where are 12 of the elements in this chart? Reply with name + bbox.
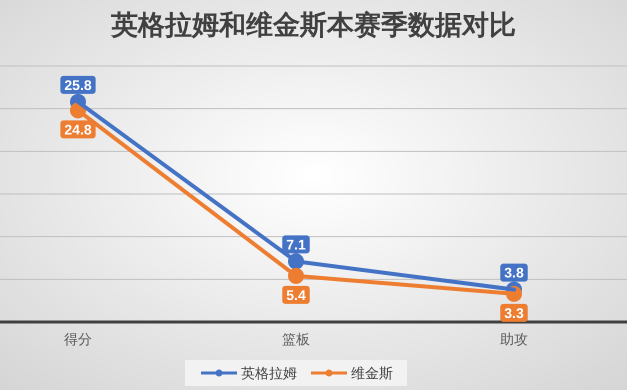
data-label: 3.8 [504, 264, 524, 281]
legend-label: 维金斯 [351, 365, 393, 381]
x-tick-label: 得分 [64, 331, 92, 347]
x-tick-label: 篮板 [282, 331, 310, 347]
data-label: 3.3 [504, 304, 524, 321]
legend-label: 英格拉姆 [241, 365, 297, 381]
data-label: 24.8 [64, 121, 92, 138]
x-tick-label: 助攻 [500, 331, 528, 347]
chart-title: 英格拉姆和维金斯本赛季数据对比 [110, 10, 516, 40]
data-label: 25.8 [64, 76, 92, 93]
data-label: 7.1 [286, 236, 306, 252]
data-label: 5.4 [286, 286, 306, 303]
